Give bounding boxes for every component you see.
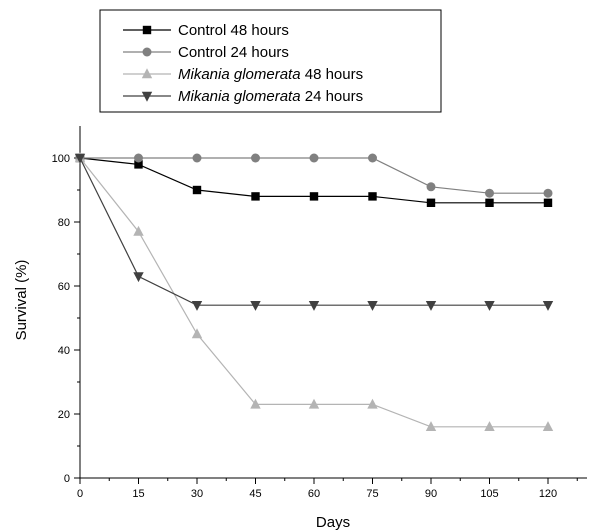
legend-entry: Mikania glomerata 48 hours (123, 66, 363, 83)
data-point (74, 153, 86, 164)
series-layer (74, 152, 554, 431)
data-point (485, 188, 494, 198)
legend-swatch-marker (141, 68, 153, 79)
data-point (367, 301, 378, 311)
y-tick-label: 100 (52, 153, 70, 165)
x-tick-label: 75 (366, 488, 378, 500)
data-point (368, 153, 377, 163)
x-tick-label: 15 (132, 488, 144, 500)
series-2 (75, 153, 553, 198)
data-point (542, 421, 554, 431)
data-point (425, 301, 437, 311)
legend-label: Control 24 hours (178, 44, 289, 61)
y-axis-title: Survival (%) (13, 260, 30, 341)
legend-entry: Mikania glomerata 24 hours (123, 88, 363, 105)
x-axis-title: Days (316, 514, 350, 531)
legend-swatch-marker (142, 25, 152, 35)
x-tick-label: 45 (249, 488, 261, 500)
y-tick-label: 20 (58, 409, 70, 421)
legend-entry: Control 48 hours (123, 22, 289, 39)
series-3 (74, 152, 554, 431)
x-tick-label: 30 (191, 488, 203, 500)
data-point (484, 421, 495, 431)
legend-swatch-marker (141, 91, 153, 102)
data-point (484, 301, 495, 311)
data-point (309, 192, 319, 201)
legend-label: Mikania glomerata 48 hours (178, 66, 363, 83)
legend-label-duration: 24 hours (301, 88, 364, 105)
axes: 0 15 30 45 60 75 90 105 120 0 20 40 60 80 100 (52, 126, 587, 500)
y-tick-label: 40 (58, 345, 70, 357)
x-tick-label: 120 (539, 488, 557, 500)
legend-label: Control 48 hours (178, 22, 289, 39)
data-point (251, 153, 260, 163)
data-point (543, 188, 553, 198)
legend-entry: Control 24 hours (123, 44, 289, 61)
legend-swatch-marker (142, 47, 152, 57)
x-tick-label: 105 (480, 488, 498, 500)
y-tick-label: 0 (64, 473, 70, 485)
data-point (543, 198, 553, 207)
data-point (368, 192, 377, 201)
series-1 (75, 153, 553, 207)
legend-label-name: Control (178, 44, 226, 61)
data-point (191, 301, 203, 311)
legend-label-name: Mikania glomerata (178, 88, 301, 105)
data-point (251, 192, 260, 201)
x-tick-label: 0 (77, 488, 83, 500)
data-point (133, 272, 144, 283)
series-line (79, 157, 548, 306)
data-point (308, 301, 320, 311)
data-point (542, 301, 554, 311)
data-point (308, 398, 320, 409)
x-tick-label: 90 (425, 488, 437, 500)
data-point (426, 198, 436, 207)
data-point (250, 398, 261, 409)
series-4 (74, 153, 554, 311)
legend-label-name: Control (178, 22, 226, 39)
legend-label-duration: 24 hours (226, 44, 289, 61)
data-point (250, 301, 261, 311)
data-point (134, 160, 143, 169)
legend-label-duration: 48 hours (301, 66, 364, 83)
legend-label-name: Mikania glomerata (178, 66, 301, 83)
x-tick-label: 60 (308, 488, 320, 500)
legend-label-duration: 48 hours (226, 22, 289, 39)
data-point (425, 421, 437, 431)
series-line (80, 157, 548, 194)
data-point (192, 185, 202, 195)
data-point (485, 198, 494, 207)
legend-label: Mikania glomerata 24 hours (178, 88, 363, 105)
data-point (134, 153, 143, 163)
legend-box (99, 9, 442, 113)
y-tick-label: 60 (58, 281, 70, 293)
data-point (309, 153, 319, 163)
data-point (426, 182, 436, 192)
data-point (192, 153, 202, 163)
data-point (367, 398, 378, 409)
y-tick-label: 80 (58, 217, 70, 229)
data-point (133, 225, 144, 236)
data-point (191, 328, 203, 339)
